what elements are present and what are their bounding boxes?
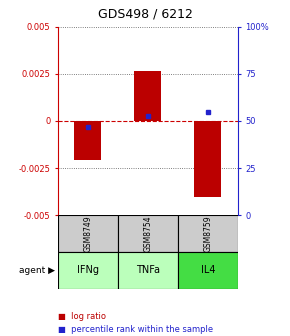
Text: IFNg: IFNg [77, 265, 99, 276]
Bar [58, 215, 118, 252]
Bar [178, 215, 238, 252]
Bar [58, 252, 118, 289]
Bar [75, 121, 102, 160]
Text: GSM8759: GSM8759 [203, 215, 212, 252]
Bar [118, 215, 178, 252]
Bar [135, 71, 162, 121]
Text: IL4: IL4 [201, 265, 215, 276]
Text: GDS498 / 6212: GDS498 / 6212 [97, 7, 193, 20]
Text: agent ▶: agent ▶ [19, 266, 55, 275]
Text: TNFa: TNFa [136, 265, 160, 276]
Bar [178, 252, 238, 289]
Text: ■  log ratio: ■ log ratio [58, 312, 106, 321]
Text: GSM8754: GSM8754 [143, 215, 153, 252]
Text: GSM8749: GSM8749 [84, 215, 93, 252]
Bar [194, 121, 221, 197]
Text: ■  percentile rank within the sample: ■ percentile rank within the sample [58, 325, 213, 334]
Bar [118, 252, 178, 289]
